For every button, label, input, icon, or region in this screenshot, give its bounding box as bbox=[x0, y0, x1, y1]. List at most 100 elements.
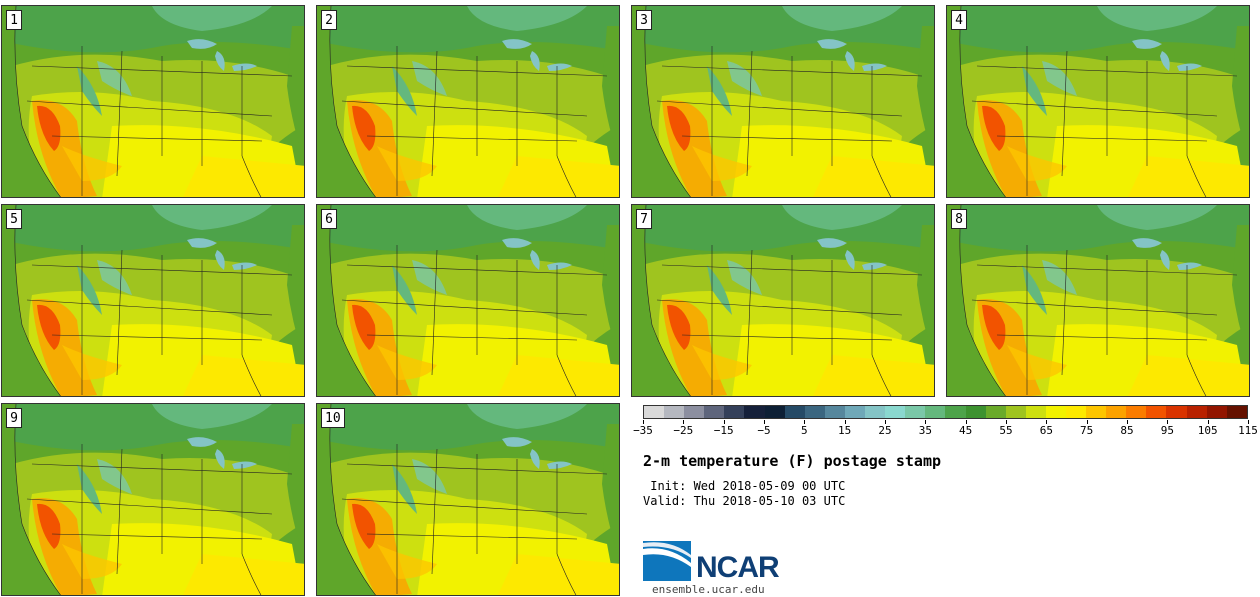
colorbar-cell bbox=[844, 406, 866, 418]
map-panel-8: 8 bbox=[946, 204, 1250, 397]
colorbar-tick-label: 65 bbox=[1039, 424, 1053, 437]
colorbar-tick-label: −15 bbox=[713, 424, 734, 437]
colorbar-tick-mark bbox=[683, 420, 685, 424]
colorbar-ticks: −35 −25 −15 −5 5 15 25 35 45 55 65 75 85 95 105 115 bbox=[633, 420, 1258, 440]
map-panel-4: 4 bbox=[946, 5, 1250, 198]
colorbar-tick-mark bbox=[844, 420, 846, 424]
colorbar-tick-mark bbox=[1248, 420, 1249, 424]
panel-number: 3 bbox=[636, 10, 652, 30]
colorbar-cell bbox=[764, 406, 785, 418]
colorbar-cell bbox=[1206, 406, 1227, 418]
init-time: Init: Wed 2018-05-09 00 UTC bbox=[643, 479, 846, 493]
colorbar-tick-mark bbox=[1127, 420, 1128, 424]
colorbar-cell bbox=[724, 406, 745, 418]
colorbar-tick-label: 115 bbox=[1238, 424, 1258, 437]
plot-title: 2-m temperature (F) postage stamp bbox=[643, 452, 942, 470]
panel-number: 4 bbox=[951, 10, 967, 30]
colorbar-cell bbox=[1146, 406, 1167, 418]
colorbar-cell bbox=[1226, 406, 1247, 418]
map-panel-2: 2 bbox=[316, 5, 620, 198]
map-panel-10: 10 bbox=[316, 403, 620, 596]
map-panel-7: 7 bbox=[631, 204, 935, 397]
temperature-field bbox=[2, 404, 304, 595]
logo-text: NCAR bbox=[696, 551, 780, 584]
colorbar-cell bbox=[664, 406, 685, 418]
site-url: ensemble.ucar.edu bbox=[652, 583, 765, 596]
colorbar-tick-mark bbox=[643, 420, 644, 424]
colorbar-tick-label: −35 bbox=[633, 424, 653, 437]
colorbar-tick-mark bbox=[723, 420, 725, 424]
temperature-field bbox=[947, 6, 1249, 197]
map-panel-5: 5 bbox=[1, 204, 305, 397]
colorbar bbox=[643, 405, 1248, 419]
colorbar-cell bbox=[744, 406, 765, 418]
colorbar-cell bbox=[1106, 406, 1127, 418]
colorbar-cell bbox=[1065, 406, 1087, 418]
colorbar-tick-mark bbox=[1006, 420, 1007, 424]
colorbar-tick-mark bbox=[1086, 420, 1088, 424]
colorbar-tick-label: −25 bbox=[673, 424, 694, 437]
panel-number: 9 bbox=[6, 408, 22, 428]
colorbar-cell bbox=[905, 406, 926, 418]
panel-number: 5 bbox=[6, 209, 22, 229]
temperature-field bbox=[2, 205, 304, 396]
colorbar-tick-label: 25 bbox=[878, 424, 892, 437]
colorbar-tick-label: 15 bbox=[838, 424, 852, 437]
map-panel-3: 3 bbox=[631, 5, 935, 198]
colorbar-cell bbox=[965, 406, 986, 418]
panel-number: 7 bbox=[636, 209, 652, 229]
temperature-field bbox=[317, 6, 619, 197]
colorbar-tick-label: 75 bbox=[1080, 424, 1094, 437]
temperature-field bbox=[632, 205, 934, 396]
colorbar-cell bbox=[1166, 406, 1187, 418]
colorbar-cell bbox=[985, 406, 1006, 418]
colorbar-cell bbox=[784, 406, 805, 418]
colorbar-cell bbox=[1005, 406, 1026, 418]
ncar-logo-icon bbox=[643, 541, 691, 581]
temperature-field bbox=[317, 404, 619, 595]
temperature-field bbox=[2, 6, 304, 197]
colorbar-tick-label: 5 bbox=[801, 424, 808, 437]
colorbar-cell bbox=[1186, 406, 1207, 418]
panel-number: 2 bbox=[321, 10, 337, 30]
colorbar-tick-label: 55 bbox=[999, 424, 1013, 437]
colorbar-tick-mark bbox=[1046, 420, 1048, 424]
colorbar-tick-label: 105 bbox=[1197, 424, 1218, 437]
colorbar-cell bbox=[824, 406, 845, 418]
panel-number: 10 bbox=[321, 408, 345, 428]
colorbar-cell bbox=[925, 406, 946, 418]
colorbar-cell bbox=[1086, 406, 1107, 418]
temperature-field bbox=[947, 205, 1249, 396]
colorbar-tick-mark bbox=[764, 420, 765, 424]
colorbar-cell bbox=[1126, 406, 1147, 418]
colorbar-cell bbox=[644, 406, 665, 418]
colorbar-cell bbox=[704, 406, 725, 418]
colorbar-cell bbox=[804, 406, 825, 418]
panel-number: 6 bbox=[321, 209, 337, 229]
colorbar-cell bbox=[1025, 406, 1046, 418]
colorbar-cell bbox=[684, 406, 705, 418]
colorbar-tick-label: 85 bbox=[1120, 424, 1134, 437]
colorbar-tick-mark bbox=[804, 420, 806, 424]
map-panel-9: 9 bbox=[1, 403, 305, 596]
colorbar-cell bbox=[865, 406, 886, 418]
colorbar-cell bbox=[885, 406, 906, 418]
colorbar-tick-label: 45 bbox=[959, 424, 973, 437]
panel-number: 1 bbox=[6, 10, 22, 30]
colorbar-tick-mark bbox=[885, 420, 886, 424]
colorbar-tick-label: 95 bbox=[1160, 424, 1174, 437]
map-panel-1: 1 bbox=[1, 5, 305, 198]
panel-number: 8 bbox=[951, 209, 967, 229]
colorbar-tick-mark bbox=[965, 420, 967, 424]
colorbar-cell bbox=[945, 406, 966, 418]
colorbar-tick-mark bbox=[1167, 420, 1169, 424]
map-panel-6: 6 bbox=[316, 204, 620, 397]
temperature-field bbox=[632, 6, 934, 197]
colorbar-tick-label: −5 bbox=[757, 424, 771, 437]
colorbar-tick-mark bbox=[1207, 420, 1209, 424]
colorbar-tick-label: 35 bbox=[918, 424, 932, 437]
colorbar-cell bbox=[1045, 406, 1066, 418]
temperature-field bbox=[317, 205, 619, 396]
colorbar-tick-mark bbox=[925, 420, 927, 424]
valid-time: Valid: Thu 2018-05-10 03 UTC bbox=[643, 494, 846, 508]
